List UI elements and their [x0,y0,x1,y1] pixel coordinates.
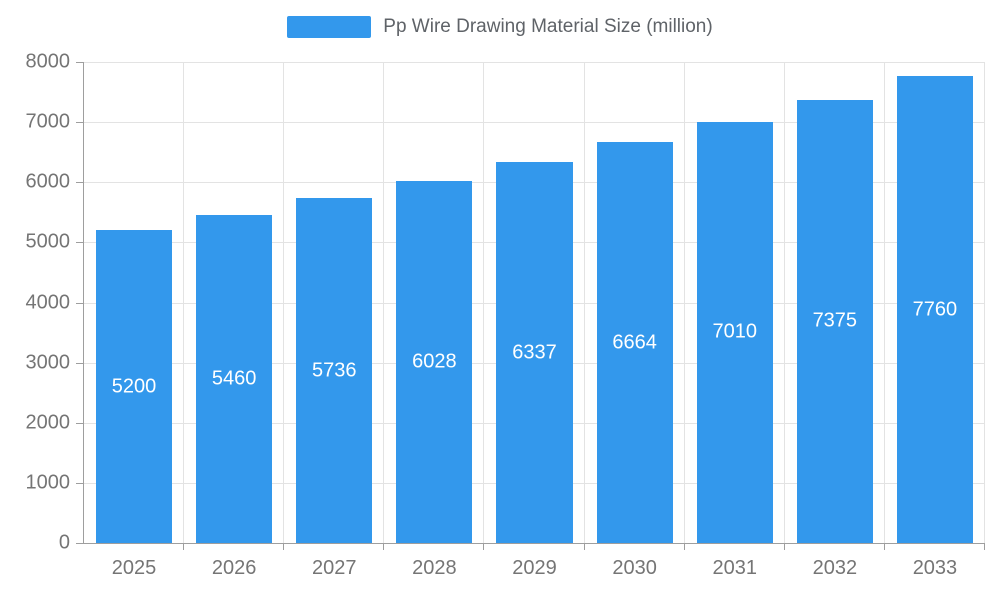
x-axis-tick [984,543,985,550]
legend-item[interactable]: Pp Wire Drawing Material Size (million) [287,16,713,38]
x-axis-tick [383,543,385,550]
gridline-vertical [483,62,485,543]
bar-value-label: 6028 [412,350,457,373]
legend-swatch-icon [287,16,372,38]
gridline-vertical [383,62,385,543]
x-tick-label: 2032 [812,557,858,579]
y-tick-label: 7000 [25,110,71,133]
chart-legend: Pp Wire Drawing Material Size (million) [0,16,1000,38]
bar-value-label: 5200 [111,375,157,398]
y-tick-label: 8000 [25,50,71,73]
x-axis-line [83,543,985,544]
y-axis-tick [76,122,83,124]
gridline-horizontal [84,122,985,124]
y-tick-label: 6000 [25,170,71,193]
y-axis-tick [76,362,83,364]
x-axis-tick [483,543,485,550]
y-tick-label: 3000 [25,351,71,374]
x-tick-label: 2029 [512,557,557,579]
y-axis-tick [76,242,83,244]
x-tick-label: 2025 [111,557,157,579]
y-tick-label: 0 [58,531,70,554]
y-tick-label: 5000 [25,230,71,253]
gridline-horizontal [84,62,985,63]
gridline-vertical [583,62,585,543]
bar-value-label: 5460 [211,367,257,390]
x-tick-label: 2026 [211,557,257,579]
x-tick-label: 2027 [312,557,357,579]
legend-label: Pp Wire Drawing Material Size (million) [383,16,713,37]
y-axis-tick [76,182,83,184]
x-axis-tick [583,543,585,550]
x-axis-tick [183,543,185,550]
bar[interactable]: 7010 [696,121,773,543]
gridline-vertical [984,62,985,543]
gridline-vertical [183,62,185,543]
bar-value-label: 7760 [912,298,958,321]
y-tick-label: 4000 [25,291,71,313]
x-tick-label: 2031 [712,557,757,579]
bar-value-label: 6664 [612,331,657,354]
gridline-vertical [883,62,885,543]
bar[interactable]: 7760 [896,76,973,543]
bar[interactable]: 5460 [196,214,273,543]
bar[interactable]: 5200 [96,230,173,543]
x-tick-label: 2028 [412,557,457,579]
x-axis-tick [783,543,785,550]
bar[interactable]: 5736 [296,198,373,543]
x-axis-tick [883,543,885,550]
plot-area: 5200 5460 5736 6028 6337 6664 7010 7375 7760 0 10… [26,51,985,579]
bar-value-label: 7375 [812,309,858,332]
y-axis-line [83,62,84,543]
bar-value-label: 7010 [712,320,757,343]
gridline-vertical [283,62,285,543]
y-axis-tick [76,422,83,424]
y-axis-tick [76,482,83,484]
y-axis-tick [76,543,83,544]
bar-value-label: 6337 [512,341,557,363]
y-tick-label: 2000 [25,411,71,434]
bar[interactable]: 6028 [396,180,473,543]
gridline-vertical [683,62,685,543]
bar-value-label: 5736 [312,359,357,382]
y-axis-tick [76,62,83,63]
y-tick-label: 1000 [25,471,71,494]
x-axis-tick [683,543,685,550]
y-axis-tick [76,302,83,304]
x-tick-label: 2030 [612,557,657,579]
bar[interactable]: 7375 [796,99,873,543]
gridline-vertical [783,62,785,543]
bar[interactable]: 6664 [596,142,673,543]
x-axis-tick [283,543,285,550]
bar[interactable]: 6337 [496,162,573,543]
x-tick-label: 2033 [912,557,958,579]
